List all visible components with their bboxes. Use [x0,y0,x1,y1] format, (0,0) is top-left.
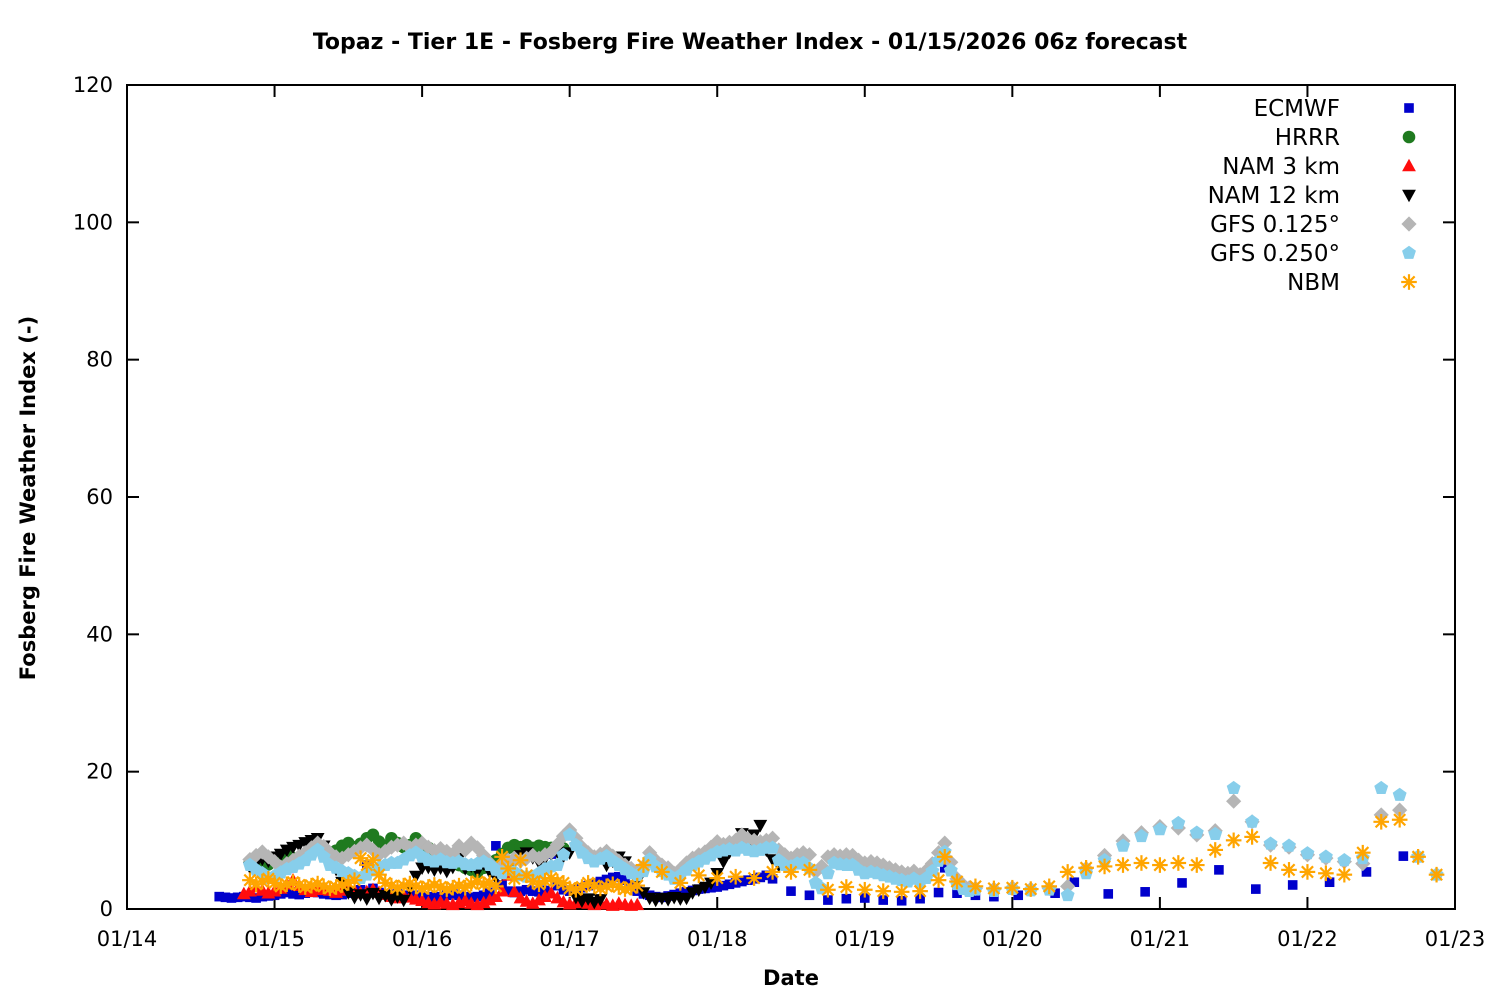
x-tick-label: 01/17 [539,927,600,951]
y-tick-label: 60 [86,485,113,509]
y-tick-label: 80 [86,348,113,372]
y-tick-label: 40 [86,622,113,646]
legend-item-ecmwf: ECMWF [1254,96,1414,122]
x-tick-label: 01/16 [392,927,453,951]
x-tick-label: 01/23 [1425,927,1486,951]
legend-marker-square-icon [1404,103,1414,113]
x-tick-label: 01/19 [835,927,896,951]
legend: ECMWF HRRR NAM 3 km NAM 12 km GFS 0.125° GFS … [1208,96,1417,296]
legend-item-gfs-0-250: GFS 0.250° [1210,241,1416,267]
legend-item-nam-3-km: NAM 3 km [1222,154,1416,180]
legend-marker-asterisk-icon [1401,274,1417,290]
legend-label: NAM 3 km [1222,154,1340,180]
legend-label: NBM [1287,270,1340,296]
legend-label: GFS 0.250° [1210,241,1340,267]
legend-label: HRRR [1275,125,1340,151]
legend-marker-triangle-up-icon [1402,158,1416,172]
x-tick-label: 01/15 [244,927,305,951]
x-tick-label: 01/20 [982,927,1043,951]
series-nbm [242,811,1445,900]
chart-title: Topaz - Tier 1E - Fosberg Fire Weather I… [312,30,1188,55]
series-gfs-0-125 [242,793,1408,897]
x-tick-label: 01/18 [687,927,748,951]
series-gfs-0-250 [242,780,1444,902]
legend-marker-pentagon-icon [1402,245,1416,259]
legend-item-nam-12-km: NAM 12 km [1208,183,1416,209]
x-tick-label: 01/14 [97,927,158,951]
legend-label: ECMWF [1254,96,1340,122]
y-tick-label: 120 [73,73,113,97]
legend-item-nbm: NBM [1287,270,1417,296]
legend-label: GFS 0.125° [1210,212,1340,238]
legend-item-gfs-0-125: GFS 0.125° [1210,212,1417,238]
legend-marker-diamond-icon [1401,216,1417,232]
x-tick-label: 01/21 [1130,927,1191,951]
y-tick-label: 20 [86,760,113,784]
legend-label: NAM 12 km [1208,183,1340,209]
legend-item-hrrr: HRRR [1275,125,1416,151]
legend-marker-circle-icon [1402,130,1416,144]
x-tick-label: 01/22 [1277,927,1338,951]
legend-marker-triangle-down-icon [1402,189,1416,203]
y-tick-label: 0 [100,897,113,921]
y-tick-label: 100 [73,210,113,234]
x-axis-title: Date [763,966,819,990]
